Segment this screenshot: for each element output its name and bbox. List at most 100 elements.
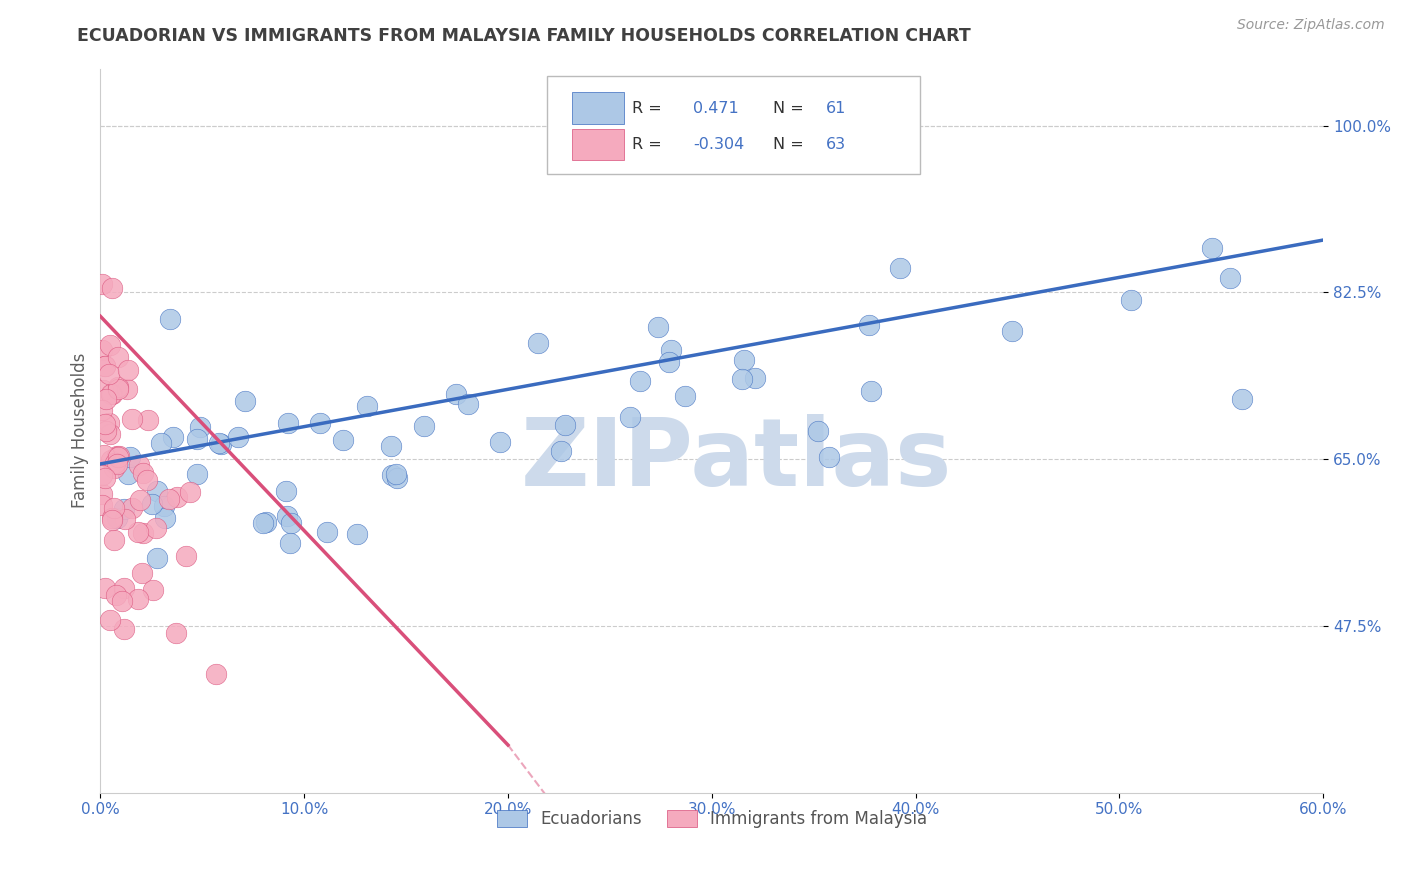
- Point: [101, 281, 124, 295]
- Point: [208, 436, 231, 450]
- Point: [98, 338, 121, 352]
- Point: [733, 353, 755, 368]
- Point: [1219, 270, 1241, 285]
- Point: [114, 511, 136, 525]
- Point: [114, 582, 136, 596]
- Point: [385, 471, 408, 485]
- FancyBboxPatch shape: [572, 93, 624, 124]
- Point: [129, 493, 152, 508]
- FancyBboxPatch shape: [572, 128, 624, 161]
- Point: [127, 524, 149, 539]
- Point: [159, 312, 181, 326]
- Point: [385, 467, 408, 481]
- Point: [107, 379, 129, 393]
- Text: Source: ZipAtlas.com: Source: ZipAtlas.com: [1237, 18, 1385, 32]
- Point: [105, 511, 128, 525]
- Point: [252, 516, 274, 531]
- Text: 61: 61: [825, 101, 846, 116]
- Legend: Ecuadorians, Immigrants from Malaysia: Ecuadorians, Immigrants from Malaysia: [489, 804, 934, 835]
- Point: [145, 550, 167, 565]
- Point: [1121, 293, 1143, 307]
- Point: [157, 491, 180, 506]
- Y-axis label: Family Households: Family Households: [72, 353, 89, 508]
- Point: [91, 487, 114, 501]
- Point: [101, 513, 124, 527]
- Point: [111, 594, 134, 608]
- Point: [91, 384, 114, 398]
- Point: [128, 458, 150, 472]
- Point: [731, 371, 754, 385]
- Point: [315, 524, 337, 539]
- Point: [380, 468, 402, 483]
- Point: [744, 371, 766, 385]
- Point: [278, 536, 301, 550]
- Point: [131, 566, 153, 580]
- Point: [276, 508, 298, 523]
- Point: [112, 501, 135, 516]
- Text: R =: R =: [633, 137, 662, 152]
- Point: [1001, 324, 1024, 338]
- Point: [274, 483, 297, 498]
- Point: [860, 384, 883, 398]
- Point: [107, 350, 129, 364]
- Point: [91, 468, 114, 483]
- Point: [121, 500, 143, 515]
- Point: [117, 363, 139, 377]
- Point: [105, 588, 128, 602]
- Text: N =: N =: [773, 101, 804, 116]
- Point: [489, 435, 512, 450]
- Point: [132, 467, 155, 481]
- Text: ZIPatlas: ZIPatlas: [520, 414, 952, 506]
- Point: [103, 460, 125, 475]
- Point: [858, 318, 880, 333]
- Point: [94, 417, 117, 431]
- Point: [619, 409, 641, 424]
- Point: [174, 549, 197, 564]
- Point: [166, 626, 188, 640]
- Point: [93, 448, 115, 462]
- Point: [554, 417, 576, 432]
- Text: R =: R =: [633, 101, 662, 116]
- Point: [226, 430, 249, 444]
- Point: [277, 416, 299, 430]
- Point: [149, 436, 172, 450]
- Point: [166, 490, 188, 504]
- Point: [1230, 392, 1253, 406]
- Text: 63: 63: [825, 137, 845, 152]
- Point: [91, 499, 114, 513]
- Point: [136, 413, 159, 427]
- Point: [356, 399, 378, 413]
- Point: [162, 430, 184, 444]
- Point: [142, 582, 165, 597]
- Point: [628, 374, 651, 388]
- Point: [190, 420, 212, 434]
- Point: [889, 261, 911, 276]
- Point: [1201, 242, 1223, 256]
- Point: [233, 393, 256, 408]
- Text: N =: N =: [773, 137, 804, 152]
- Point: [100, 426, 122, 441]
- Point: [117, 467, 139, 482]
- Point: [145, 521, 167, 535]
- Point: [280, 516, 302, 531]
- Point: [103, 500, 125, 515]
- Point: [659, 343, 682, 358]
- Point: [105, 457, 128, 471]
- Point: [209, 436, 232, 450]
- Point: [807, 425, 830, 439]
- Point: [647, 320, 669, 334]
- Point: [132, 526, 155, 541]
- Point: [817, 450, 839, 464]
- Point: [444, 386, 467, 401]
- Point: [98, 367, 121, 381]
- Point: [112, 622, 135, 636]
- Point: [127, 592, 149, 607]
- FancyBboxPatch shape: [547, 76, 920, 174]
- Point: [94, 471, 117, 485]
- Point: [100, 510, 122, 524]
- Point: [308, 416, 330, 430]
- Point: [100, 386, 122, 401]
- Point: [179, 484, 201, 499]
- Point: [101, 386, 124, 401]
- Point: [107, 450, 129, 464]
